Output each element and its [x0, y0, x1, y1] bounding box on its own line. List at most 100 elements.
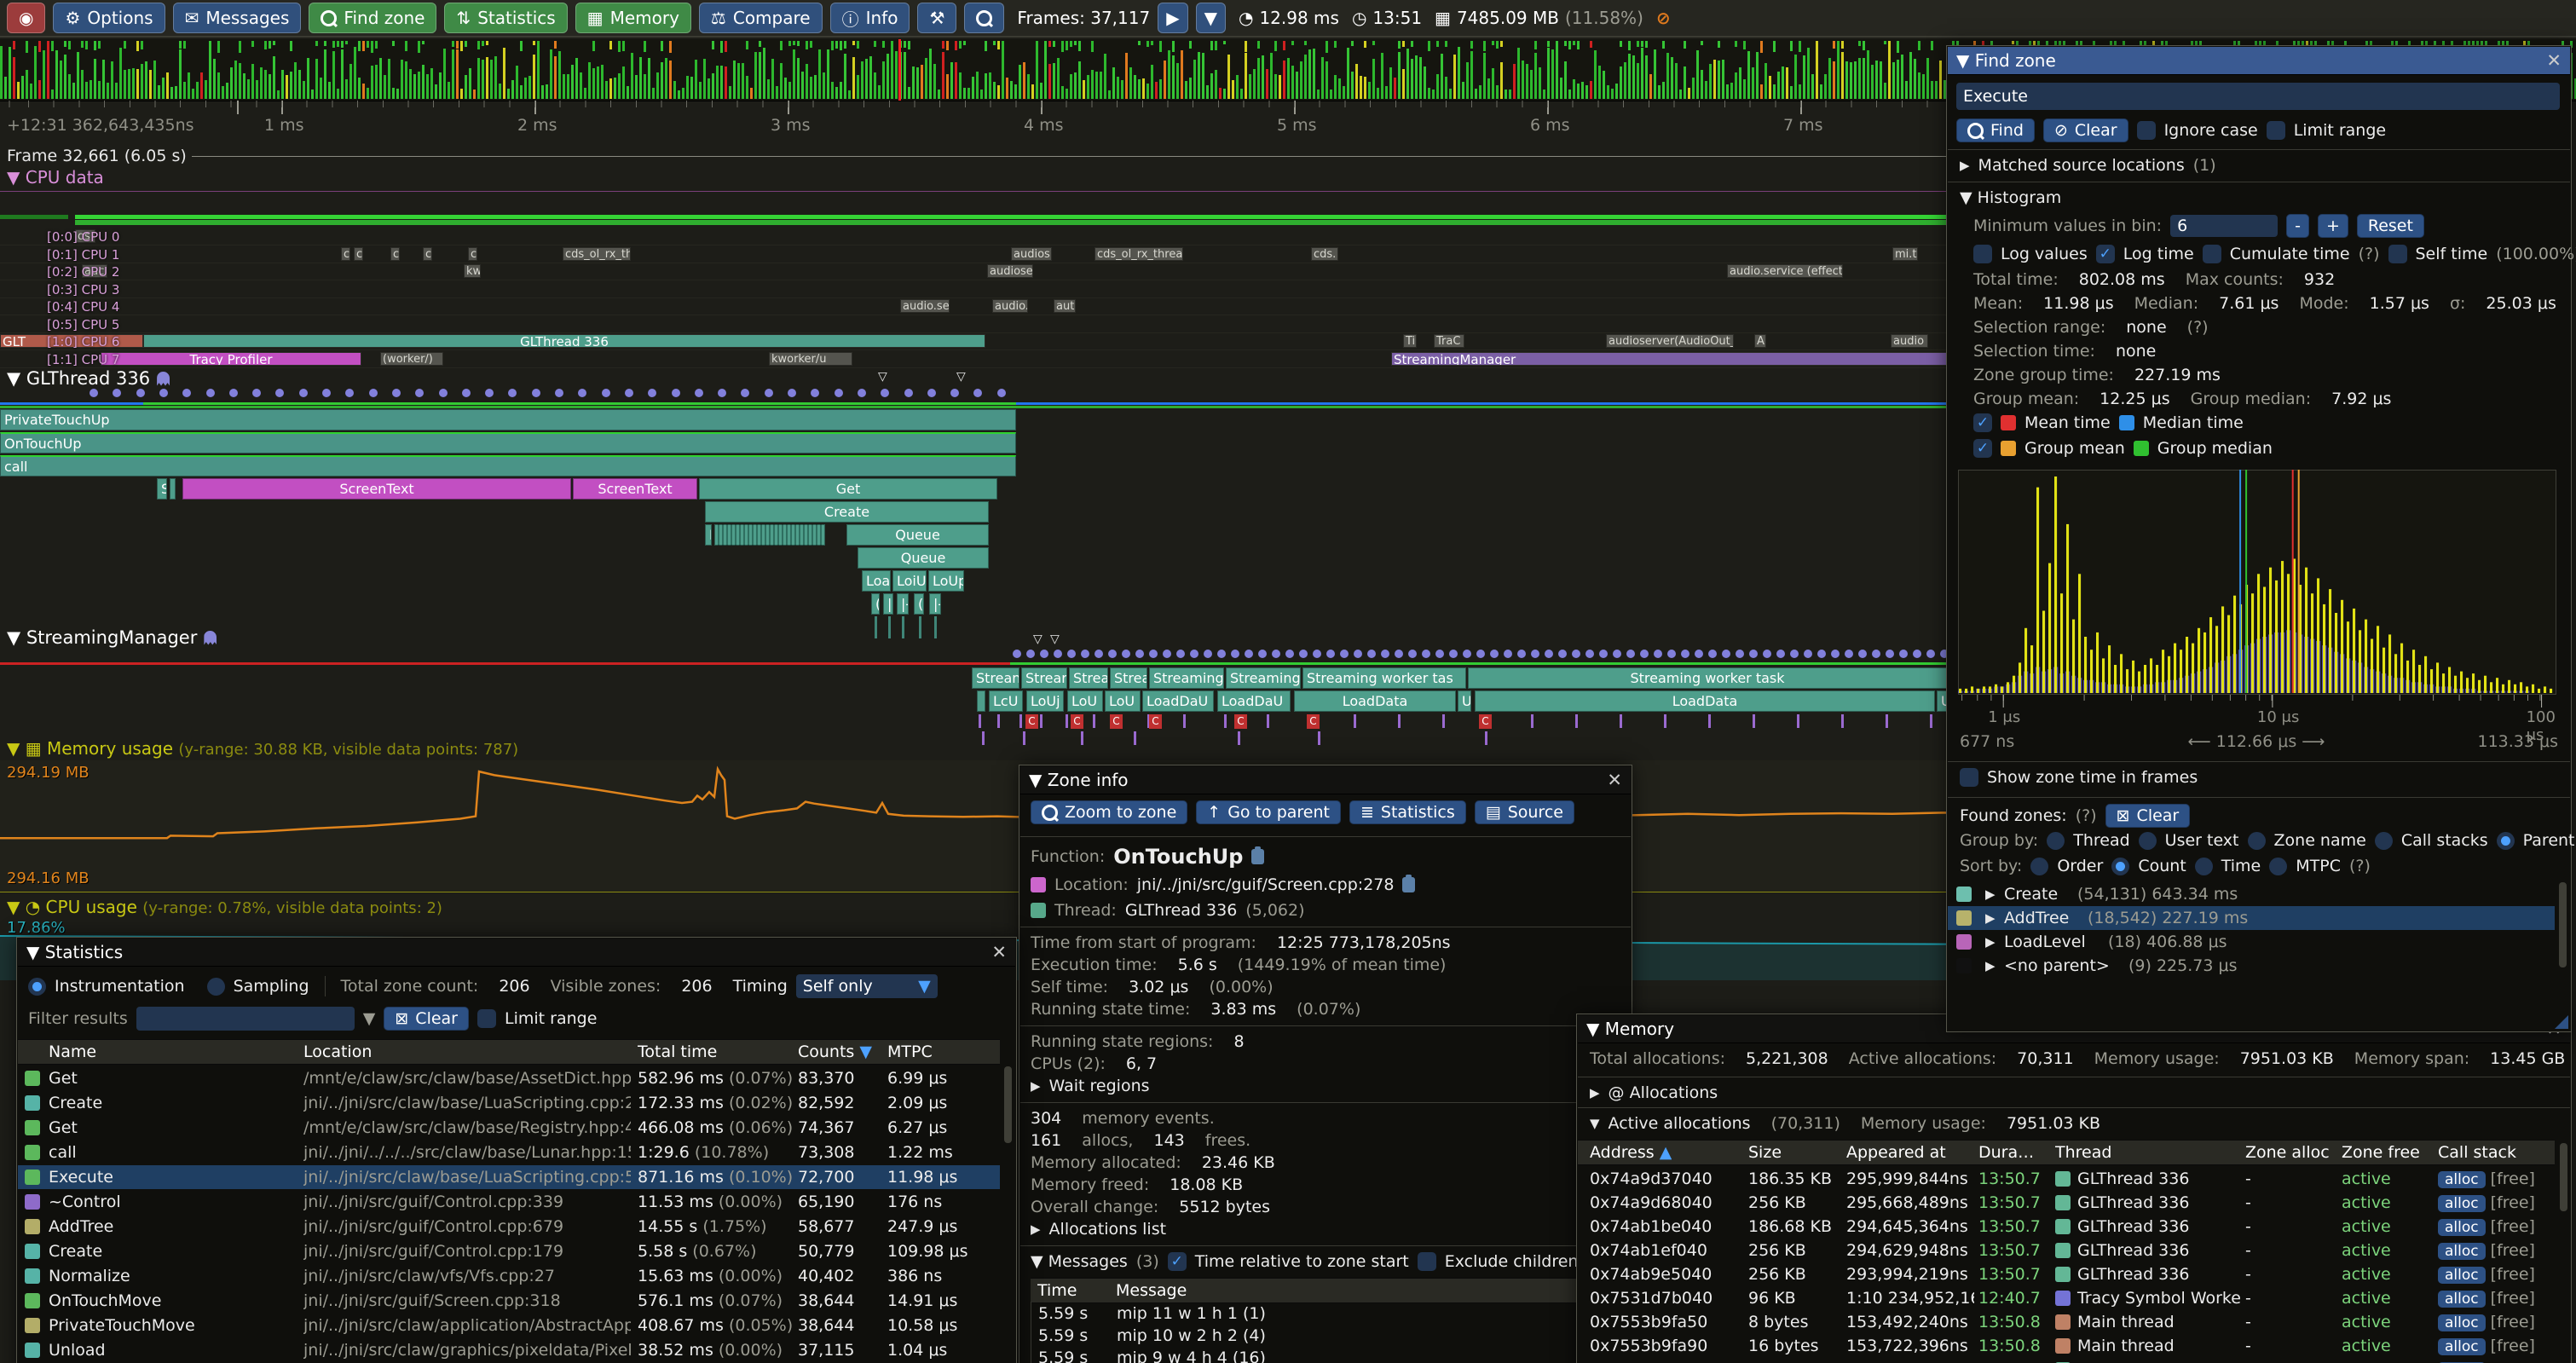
sample-dot[interactable]	[1108, 650, 1117, 658]
stats-col-name[interactable]: Name	[49, 1042, 97, 1061]
sample-dot[interactable]	[1654, 650, 1662, 658]
range-center-label[interactable]: ⟵ 112.66 μs ⟶	[2187, 732, 2325, 751]
stats-col-mtpc[interactable]: MTPC	[887, 1042, 933, 1061]
compare-button[interactable]: ⚖ Compare	[698, 3, 823, 33]
sample-dot[interactable]	[1940, 650, 1949, 658]
sample-dot[interactable]	[1640, 650, 1649, 658]
options-button[interactable]: ⚙ Options	[53, 3, 165, 33]
zone-bar[interactable]: Queue	[858, 547, 989, 569]
thread-header-glthread[interactable]: ▼ GLThread 336	[7, 368, 170, 389]
zone-bar[interactable]: E	[705, 524, 712, 546]
message-tick[interactable]	[1093, 714, 1095, 728]
sample-dot[interactable]	[1081, 650, 1089, 658]
cpu-zone[interactable]: kw	[464, 264, 481, 278]
zone-bar[interactable]: LoUp	[928, 570, 964, 592]
alloc-callstack-button[interactable]: alloc	[2438, 1219, 2486, 1236]
timeline-ruler[interactable]	[0, 101, 2576, 114]
clipboard-icon[interactable]	[1251, 846, 1265, 864]
sample-dot[interactable]	[1558, 650, 1567, 658]
sample-dot[interactable]	[1749, 650, 1758, 658]
sample-dot[interactable]	[718, 389, 727, 397]
table-row[interactable]: 0x74ab1ef040 256 KB 294,629,948ns 13:50.7 GL…	[1578, 1239, 2555, 1262]
sample-dot[interactable]	[834, 389, 843, 397]
sample-dot[interactable]	[1354, 650, 1362, 658]
sample-dot[interactable]	[1531, 650, 1539, 658]
sample-dot[interactable]	[1872, 650, 1880, 658]
find-button[interactable]: Find	[1956, 118, 2035, 142]
reset-button[interactable]: Reset	[2356, 214, 2424, 238]
expand-icon[interactable]: ▶	[1960, 158, 1970, 173]
table-row[interactable]: 0x7531d7b040 96 KB 1:10 234,952,16112:40.7…	[1578, 1286, 2555, 1310]
message-row[interactable]: 5.59 s mip 11 w 1 h 1 (1)	[1031, 1302, 1611, 1325]
sampling-radio[interactable]	[206, 977, 225, 996]
funnel-icon[interactable]: ▼	[362, 1009, 376, 1028]
wait-regions-line[interactable]: ▶ Wait regions	[1031, 1077, 1162, 1095]
legend-checkbox[interactable]: ✓	[1973, 439, 1992, 458]
sample-dot[interactable]	[368, 389, 378, 397]
sample-dot[interactable]	[485, 389, 494, 397]
alloc-callstack-button[interactable]: alloc	[2438, 1338, 2486, 1355]
sample-dot[interactable]	[1776, 650, 1785, 658]
message-tick[interactable]	[1267, 714, 1269, 728]
statistics-button[interactable]: ≣ Statistics	[1349, 800, 1466, 824]
message-tick[interactable]	[1224, 714, 1227, 728]
stats-col-location[interactable]: Location	[303, 1042, 373, 1061]
sort-by-radio-count[interactable]	[2111, 857, 2130, 875]
message-tick[interactable]	[1354, 714, 1356, 728]
found-zone-row[interactable]: ▶ LoadLevel (18) 406.88 μs	[1948, 930, 2555, 954]
sample-dot[interactable]	[1135, 650, 1144, 658]
sample-dot[interactable]	[1395, 650, 1403, 658]
sample-dot[interactable]	[741, 389, 750, 397]
show-zone-time-checkbox[interactable]	[1960, 768, 1978, 787]
sample-dot[interactable]	[1326, 650, 1335, 658]
zone-bar[interactable]: LoadDaU	[1142, 690, 1214, 712]
sample-dot[interactable]	[1476, 650, 1485, 658]
sample-dot[interactable]	[1463, 650, 1471, 658]
message-tick[interactable]	[1841, 714, 1844, 728]
group-by-radio-call-stacks[interactable]	[2374, 831, 2393, 850]
alloc-callstack-button[interactable]: alloc	[2438, 1291, 2486, 1308]
sample-dot[interactable]	[1176, 650, 1185, 658]
sample-dot[interactable]	[1858, 650, 1867, 658]
cpu-zone[interactable]: cds.	[1311, 246, 1338, 261]
table-row[interactable]: Create jni/../jni/src/guif/Control.cpp:17…	[18, 1239, 1000, 1263]
sample-dot[interactable]	[1804, 650, 1812, 658]
zone-bar[interactable]: (	[871, 593, 880, 615]
sample-dot[interactable]	[1026, 650, 1035, 658]
crash-zone[interactable]: C	[1025, 714, 1038, 729]
zone-bar[interactable]: |(	[883, 593, 893, 615]
exclude-children-checkbox[interactable]	[1417, 1252, 1436, 1271]
sample-dot[interactable]	[1926, 650, 1935, 658]
cpu-zone[interactable]: c	[423, 246, 432, 261]
zone-bar[interactable]: Create	[705, 501, 989, 523]
sample-dot[interactable]	[1695, 650, 1703, 658]
cpu-zone[interactable]: (worker/)	[380, 351, 443, 366]
help-icon[interactable]: (?)	[2075, 806, 2097, 825]
limit-range-checkbox[interactable]	[2266, 121, 2285, 140]
crash-zone[interactable]: C	[1307, 714, 1320, 729]
zone-bar[interactable]: LoU	[1067, 690, 1103, 712]
table-row[interactable]: 0x74a9d37040 186.35 KB 295,999,844ns 13:50.…	[1578, 1167, 2555, 1191]
zone-bar[interactable]: PrivateTouchUp	[0, 409, 1016, 430]
group-by-radio-zone-name[interactable]	[2247, 831, 2266, 850]
sample-dot[interactable]	[973, 389, 983, 397]
table-row[interactable]: 0x74ab1be040 186.68 KB 294,645,364ns 13:50.…	[1578, 1215, 2555, 1239]
cpu-zone[interactable]: cds_ol_rx_threa	[1095, 246, 1183, 261]
sample-dot[interactable]	[1231, 650, 1239, 658]
cpu-zone[interactable]: kworker/u	[769, 351, 852, 366]
cpu-zone[interactable]: StreamingManager	[1391, 351, 1998, 366]
message-tick[interactable]	[1442, 714, 1445, 728]
power-button[interactable]: ◉	[7, 3, 46, 33]
sample-dot[interactable]	[1367, 650, 1376, 658]
sample-dot[interactable]	[578, 389, 587, 397]
message-tick[interactable]	[1531, 714, 1533, 728]
allocations-list-line[interactable]: ▶ Allocations list	[1031, 1220, 1178, 1239]
table-row[interactable]: Normalize jni/../jni/src/claw/vfs/Vfs.cpp…	[18, 1264, 1000, 1288]
message-tick[interactable]	[1398, 714, 1401, 728]
memory-col-2[interactable]: Appeared at	[1846, 1143, 1946, 1162]
legend-swatch[interactable]	[2118, 415, 2134, 430]
message-tick[interactable]	[1019, 714, 1022, 728]
sample-dot[interactable]	[1667, 650, 1676, 658]
sample-dot[interactable]	[648, 389, 657, 397]
sample-dot[interactable]	[1258, 650, 1267, 658]
